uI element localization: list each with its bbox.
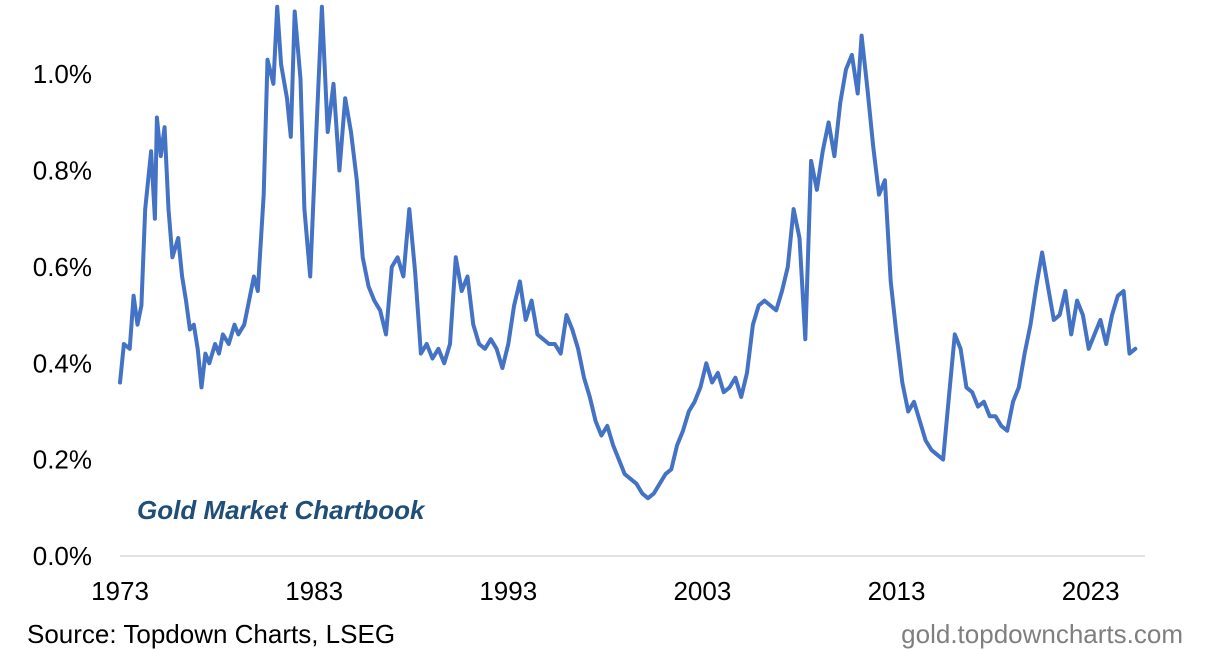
x-tick-label: 1983 xyxy=(285,576,343,606)
x-axis-ticks: 1973 1983 1993 2003 2013 2023 xyxy=(91,576,1119,606)
y-tick-label: 0.4% xyxy=(33,348,92,378)
x-tick-label: 1973 xyxy=(91,576,149,606)
x-tick-label: 1993 xyxy=(479,576,537,606)
x-tick-label: 2003 xyxy=(673,576,731,606)
x-tick-label: 2013 xyxy=(868,576,926,606)
y-tick-label: 0.8% xyxy=(33,156,92,186)
site-credit: gold.topdowncharts.com xyxy=(901,619,1183,649)
y-tick-label: 0.2% xyxy=(33,445,92,475)
y-tick-label: 0.6% xyxy=(33,252,92,282)
y-axis-ticks: 0.0% 0.2% 0.4% 0.6% 0.8% 1.0% xyxy=(33,59,92,571)
x-tick-label: 2023 xyxy=(1062,576,1120,606)
source-note: Source: Topdown Charts, LSEG xyxy=(27,619,395,649)
series-line xyxy=(118,4,1138,501)
y-tick-label: 1.0% xyxy=(33,59,92,89)
chart-watermark-title: Gold Market Chartbook xyxy=(137,495,426,525)
y-tick-label: 0.0% xyxy=(33,541,92,571)
series-layer xyxy=(118,4,1138,501)
